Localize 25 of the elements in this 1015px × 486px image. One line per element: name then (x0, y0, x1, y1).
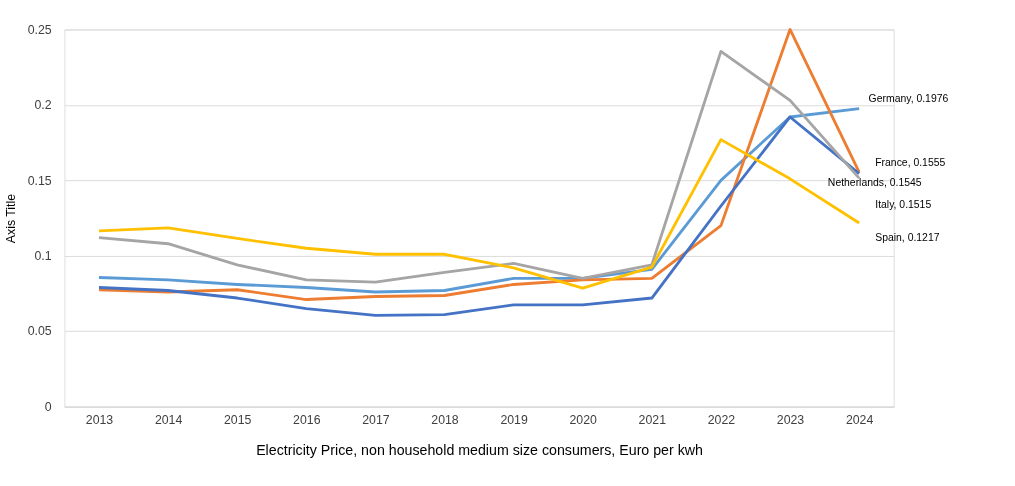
data-label: Spain, 0.1217 (875, 232, 940, 244)
y-axis-title: Axis Title (4, 193, 19, 244)
y-tick-label: 0.15 (27, 173, 52, 188)
y-tick-label: 0.2 (34, 98, 52, 113)
x-tick-label: 2013 (85, 413, 114, 428)
x-tick-label: 2024 (845, 413, 874, 428)
x-tick-label: 2017 (362, 413, 390, 428)
data-label: Netherlands, 0.1545 (827, 176, 922, 188)
x-tick-label: 2018 (431, 413, 459, 428)
y-tick-label: 0.1 (34, 249, 52, 264)
x-tick-label: 2014 (154, 413, 183, 428)
x-axis-title: Electricity Price, non household medium size consumers, Euro per kwh (256, 442, 703, 459)
x-tick-label: 2020 (569, 413, 598, 428)
y-tick-label: 0.25 (27, 22, 52, 37)
x-tick-label: 2023 (776, 413, 805, 428)
x-tick-label: 2016 (293, 413, 321, 428)
x-tick-label: 2022 (707, 413, 736, 428)
y-tick-label: 0.05 (27, 324, 52, 339)
y-tick-label: 0 (44, 399, 52, 414)
data-label: France, 0.1555 (875, 157, 946, 169)
x-tick-label: 2019 (500, 413, 528, 428)
data-label: Germany, 0.1976 (868, 92, 949, 104)
x-tick-label: 2021 (638, 413, 667, 428)
x-tick-label: 2015 (223, 413, 252, 428)
data-label: Italy, 0.1515 (875, 199, 932, 211)
